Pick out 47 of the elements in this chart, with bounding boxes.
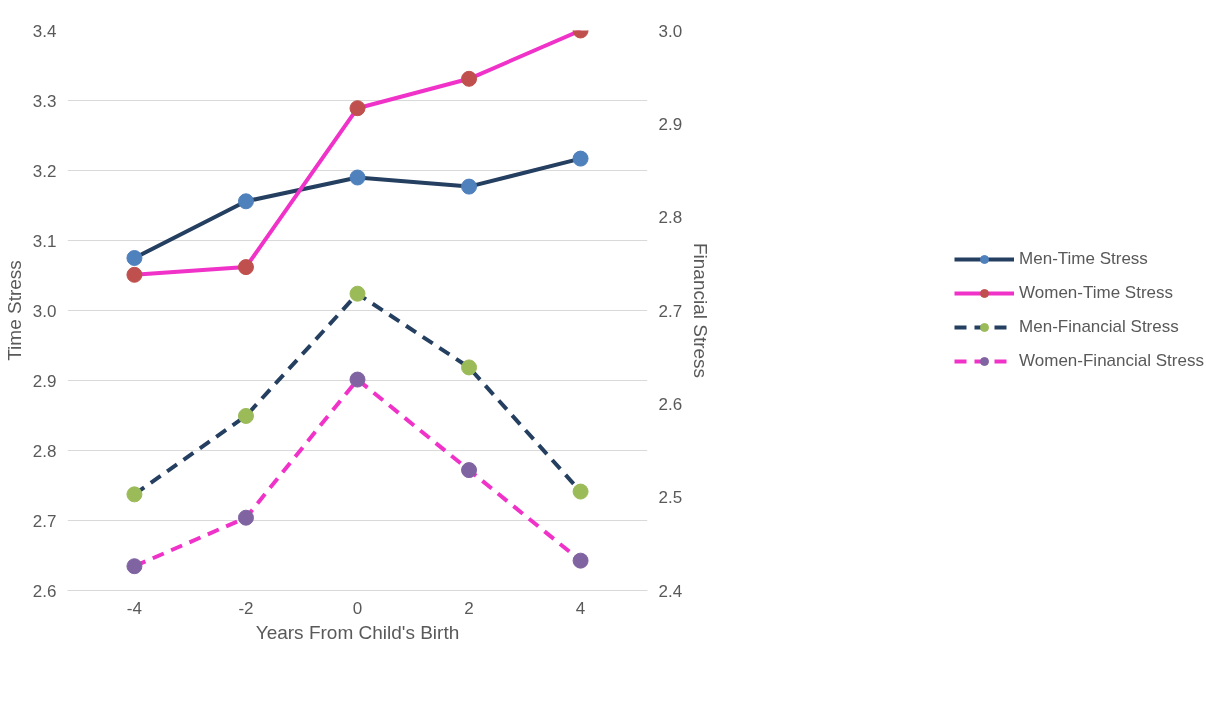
y-tick-label: 2.7 xyxy=(32,511,57,531)
y-tick-label: 3.2 xyxy=(32,161,57,181)
legend-label: Women-Time Stress xyxy=(1019,283,1174,303)
x-tick-label: -2 xyxy=(238,598,254,618)
y2-tick-label: 3.0 xyxy=(658,21,683,41)
y2-tick-label: 2.8 xyxy=(658,208,683,228)
y-tick-label: 2.8 xyxy=(32,441,57,461)
point xyxy=(572,483,589,500)
point xyxy=(237,193,254,210)
y2-tick-label: 2.6 xyxy=(658,394,683,414)
point xyxy=(461,359,478,376)
x-tick-label: 0 xyxy=(352,598,363,618)
y-tick-label: 2.6 xyxy=(32,581,57,601)
y-tick-label: 2.9 xyxy=(32,371,57,391)
point xyxy=(237,509,254,526)
x-axis-title: Years From Child's Birth xyxy=(255,621,460,643)
point xyxy=(461,70,478,87)
point xyxy=(461,462,478,479)
legend-label: Men-Financial Stress xyxy=(1019,317,1179,337)
point xyxy=(349,371,366,388)
point xyxy=(572,150,589,167)
point xyxy=(237,259,254,276)
y-axis-title: Time Stress xyxy=(3,260,25,361)
point xyxy=(349,285,366,302)
legend-label: Men-Time Stress xyxy=(1019,249,1148,269)
y-tick-label: 3.0 xyxy=(32,301,57,321)
legend-label: Women-Financial Stress xyxy=(1019,351,1204,371)
point xyxy=(126,250,143,266)
x-tick-label: 2 xyxy=(464,598,474,618)
point xyxy=(126,486,143,503)
y-tick-label: 3.3 xyxy=(32,91,57,111)
y2-tick-label: 2.7 xyxy=(658,301,683,321)
y2-tick-label: 2.5 xyxy=(658,488,683,508)
y-tick-label: 3.1 xyxy=(32,231,57,251)
point xyxy=(349,100,366,117)
point xyxy=(461,178,478,195)
point xyxy=(126,558,143,575)
point xyxy=(237,407,254,424)
y2-tick-label: 2.4 xyxy=(658,581,683,601)
x-tick-label: -4 xyxy=(126,598,142,618)
point xyxy=(126,266,143,283)
y2-tick-label: 2.9 xyxy=(658,114,683,134)
point xyxy=(349,169,366,186)
point xyxy=(572,552,589,569)
y2-axis-title: Financial Stress xyxy=(690,242,712,379)
x-tick-label: 4 xyxy=(575,598,586,618)
y-tick-label: 3.4 xyxy=(32,21,57,41)
